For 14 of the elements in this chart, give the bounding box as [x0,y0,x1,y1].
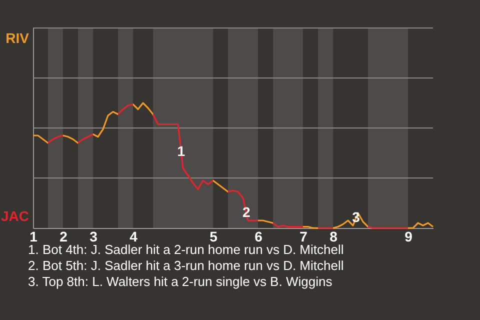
text: 3. Top 8th: L. Walters hit a 2-run single vs B. Wiggins [28,274,333,289]
text: RIV [6,30,30,46]
text: JAC [0,208,29,224]
x-tick-label: 6 [254,228,263,244]
text: 2. Bot 5th: J. Sadler hit a 3-run home run vs D. Mitchell [28,258,344,273]
text: 1. Bot 4th: J. Sadler hit a 2-run home run vs D. Mitchell [28,242,344,257]
x-tick-label: 8 [330,228,338,244]
x-tick-label: 1 [30,228,38,244]
x-tick-label: 7 [300,228,308,244]
x-tick-label: 3 [90,228,98,244]
x-tick-label: 5 [210,228,218,244]
x-tick-label: 4 [130,228,138,244]
x-tick-label: 9 [404,228,413,244]
x-tick-label: 2 [60,228,68,244]
